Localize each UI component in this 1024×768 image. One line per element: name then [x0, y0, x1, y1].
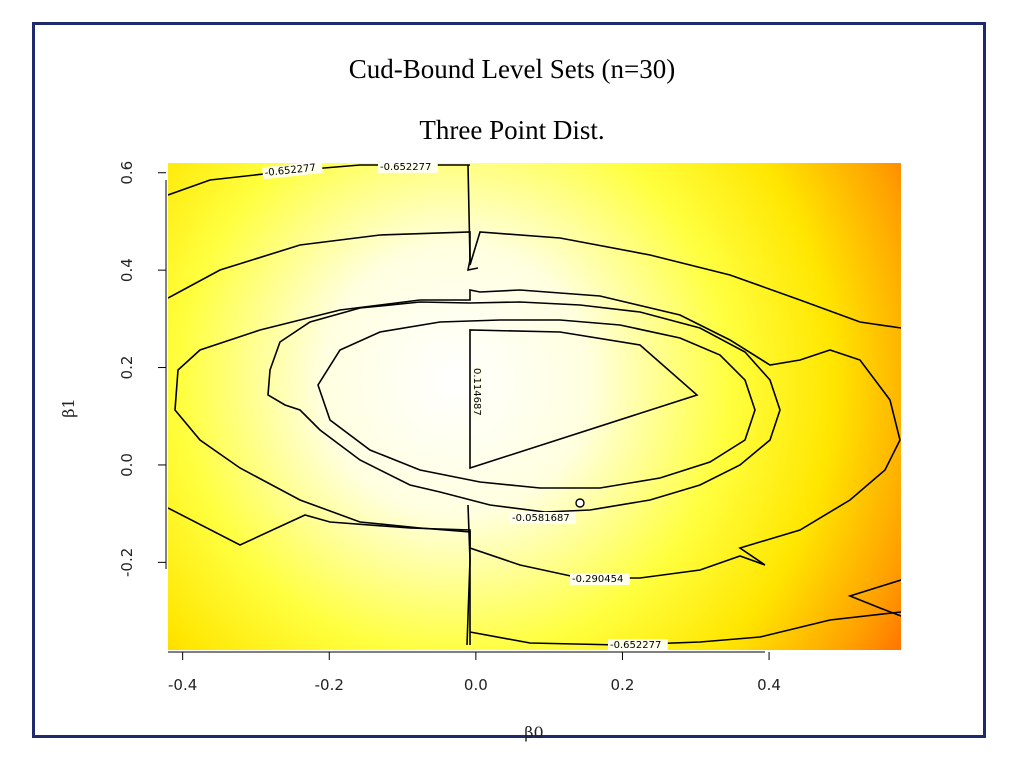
contour-label: -0.652277 [610, 640, 661, 651]
contour-level-2-inner [317, 319, 756, 489]
y-tick-label: 0.2 [118, 356, 136, 380]
heatmap-lower-left-zone [168, 518, 470, 650]
y-axis-label: β1 [59, 398, 78, 417]
y-tick-label: 0.6 [118, 161, 136, 185]
contour-level-3 [174, 289, 901, 579]
minimum-marker [575, 498, 585, 508]
y-tick-label: 0.0 [118, 453, 136, 477]
x-axis-label: β0 [524, 723, 543, 742]
contour-level-1 [469, 329, 699, 470]
contour-label: -0.652277 [264, 163, 316, 179]
contour-label: -0.0581687 [512, 513, 570, 524]
contour-level-2 [267, 301, 781, 513]
contour-label: -0.290454 [572, 574, 623, 585]
y-tick-label: -0.2 [118, 548, 136, 577]
contour-label: 0.114687 [471, 368, 482, 416]
contour-outer-right [847, 579, 901, 617]
contour-outer-bottom-left [168, 507, 471, 645]
contour-label: -0.652277 [380, 162, 431, 173]
x-tick-label: -0.4 [168, 676, 197, 694]
x-tick-label: 0.4 [757, 676, 781, 694]
x-tick-label: 0.0 [464, 676, 488, 694]
chart-title: Cud-Bound Level Sets (n=30) [348, 54, 676, 84]
contour-outer-bottom-right [469, 611, 901, 646]
contour-label-bg [262, 163, 323, 180]
contour-outer-left-band [168, 231, 901, 329]
x-tick-label: -0.2 [315, 676, 344, 694]
contour-label-bg [570, 573, 630, 585]
contour-label-bg [378, 163, 438, 173]
y-tick-label: 0.4 [118, 258, 136, 282]
contour-label-bg [471, 366, 483, 420]
chart-subtitle: Three Point Dist. [419, 115, 605, 145]
contour-vertical-seam [466, 164, 479, 646]
contour-label-bg [510, 512, 576, 524]
x-tick-label: 0.2 [611, 676, 635, 694]
contour-label-bg [608, 639, 668, 650]
